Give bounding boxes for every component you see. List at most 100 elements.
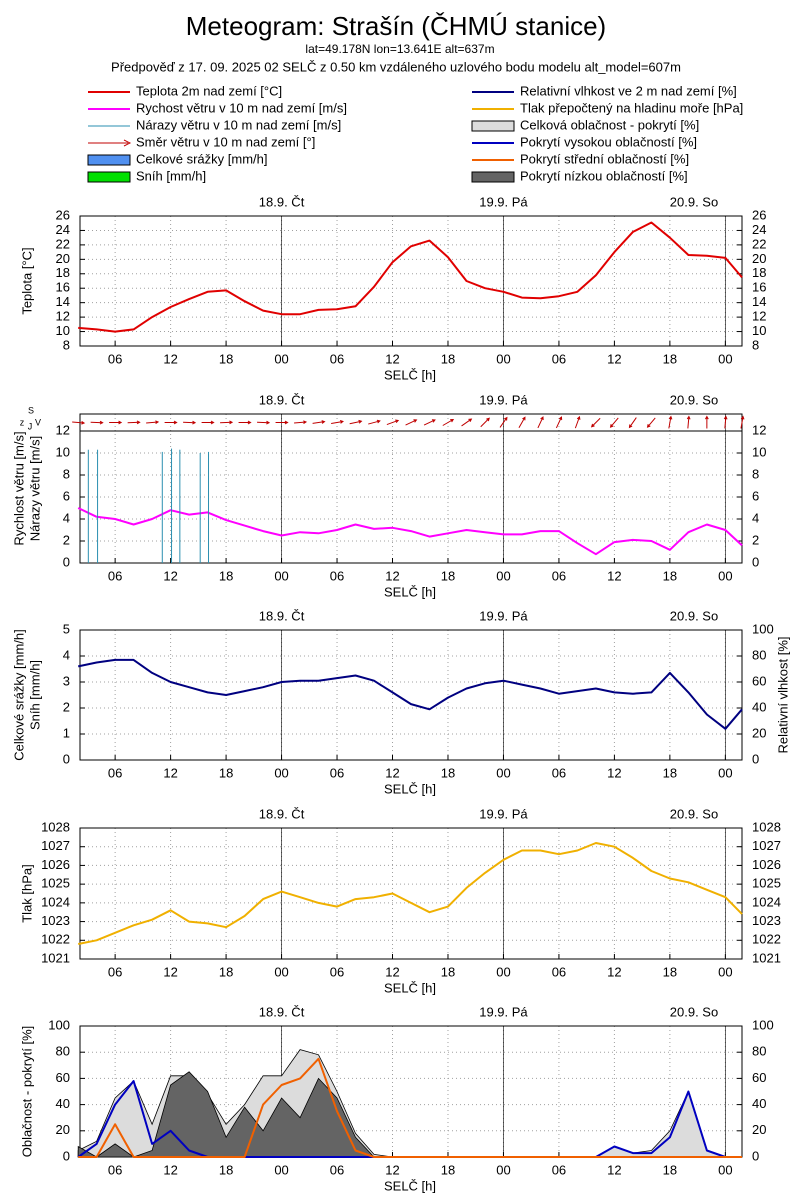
x-tick-label: 12 — [607, 765, 621, 780]
y-tick-label: 12 — [56, 309, 70, 324]
x-tick-label: 06 — [330, 964, 344, 979]
y-tick-label: 2 — [63, 532, 70, 547]
y-axis-label: Sníh [mm/h] — [27, 660, 42, 730]
line — [77, 507, 743, 556]
x-tick-label: 12 — [385, 1162, 399, 1177]
subtitle: lat=49.178N lon=13.641E alt=637m — [305, 42, 494, 56]
y-tick-label: 1025 — [41, 876, 70, 891]
x-tick-label: 06 — [552, 1162, 566, 1177]
wind-arrow — [555, 416, 563, 429]
y2-tick-label: 60 — [752, 673, 766, 688]
wind-arrow — [294, 420, 308, 425]
wind-arrow — [442, 418, 455, 426]
day-label: 20.9. So — [670, 1004, 718, 1019]
day-label: 19.9. Pá — [479, 392, 528, 407]
day-label: 20.9. So — [670, 194, 718, 209]
day-label: 20.9. So — [670, 806, 718, 821]
y2-tick-label: 20 — [752, 251, 766, 266]
y-tick-label: 10 — [56, 444, 70, 459]
y2-tick-label: 80 — [752, 1044, 766, 1059]
x-tick-label: 06 — [108, 1162, 122, 1177]
wind-arrow — [499, 416, 508, 428]
wind-arrow — [127, 420, 141, 425]
y-tick-label: 1027 — [41, 838, 70, 853]
x-tick-label: 18 — [663, 351, 677, 366]
x-tick-label: 06 — [330, 765, 344, 780]
y-tick-label: 12 — [56, 422, 70, 437]
x-tick-label: 06 — [108, 765, 122, 780]
x-tick-label: 00 — [274, 351, 288, 366]
wind-arrow — [628, 417, 637, 429]
y2-tick-label: 60 — [752, 1070, 766, 1085]
wind-arrow — [331, 420, 344, 425]
panel: 06 12 18 00 06 12 18 00 06 12 18 00 18.9. Čt 19.9. Pá… — [19, 194, 766, 382]
x-tick-label: 00 — [718, 1162, 732, 1177]
wind-arrow — [312, 420, 326, 424]
legend-label: Pokrytí střední oblačností [%] — [520, 151, 689, 166]
x-tick-label: 18 — [441, 1162, 455, 1177]
y-tick-label: 20 — [56, 1122, 70, 1137]
wind-arrow — [238, 420, 252, 425]
wind-arrow — [686, 415, 691, 429]
x-tick-label: 06 — [108, 351, 122, 366]
y-tick-label: 1021 — [41, 950, 70, 965]
x-tick-label: 12 — [385, 765, 399, 780]
y2-tick-label: 80 — [752, 647, 766, 662]
x-axis-label: SELČ [h] — [384, 584, 436, 599]
x-tick-label: 00 — [496, 568, 510, 583]
x-tick-label: 06 — [330, 351, 344, 366]
y-tick-label: 4 — [63, 647, 70, 662]
y2-tick-label: 1025 — [752, 876, 781, 891]
y-tick-label: 60 — [56, 1070, 70, 1085]
x-tick-label: 06 — [552, 568, 566, 583]
x-tick-label: 12 — [607, 1162, 621, 1177]
legend-label: Celková oblačnost - pokrytí [%] — [520, 117, 699, 132]
x-axis-label: SELČ [h] — [384, 1178, 436, 1193]
wind-arrow — [90, 420, 104, 425]
y-tick-label: 8 — [63, 337, 70, 352]
wind-arrow — [275, 420, 289, 425]
x-tick-label: 06 — [330, 1162, 344, 1177]
wind-arrow — [609, 417, 619, 428]
wind-arrow — [646, 417, 656, 428]
x-tick-label: 18 — [441, 765, 455, 780]
y-axis-label: Nárazy větru [m/s] — [27, 436, 42, 541]
y2-tick-label: 10 — [752, 323, 766, 338]
legend-swatch — [471, 171, 515, 183]
y2-tick-label: 0 — [752, 1148, 759, 1163]
y2-tick-label: 40 — [752, 699, 766, 714]
x-tick-label: 18 — [219, 765, 233, 780]
y2-tick-label: 22 — [752, 236, 766, 251]
y2-tick-label: 20 — [752, 725, 766, 740]
legend-label: Nárazy větru v 10 m nad zemí [m/s] — [136, 117, 341, 132]
y2-tick-label: 1027 — [752, 838, 781, 853]
compass-label: J — [28, 421, 33, 431]
day-label: 18.9. Čt — [259, 392, 305, 407]
y-tick-label: 18 — [56, 265, 70, 280]
line — [78, 842, 743, 945]
plot-frame — [79, 827, 743, 960]
x-tick-label: 12 — [163, 568, 177, 583]
y2-tick-label: 12 — [752, 422, 766, 437]
day-label: 20.9. So — [670, 392, 718, 407]
y2-tick-label: 8 — [752, 337, 759, 352]
y-axis-label: Oblačnost - pokrytí [%] — [19, 1026, 34, 1158]
line — [78, 1057, 742, 1158]
y-tick-label: 3 — [63, 673, 70, 688]
x-axis-label: SELČ [h] — [384, 781, 436, 796]
y2-tick-label: 6 — [752, 488, 759, 503]
x-tick-label: 12 — [385, 568, 399, 583]
x-tick-label: 06 — [108, 964, 122, 979]
y2-tick-label: 10 — [752, 444, 766, 459]
x-tick-label: 18 — [441, 351, 455, 366]
wind-arrow — [201, 420, 215, 425]
y2-tick-label: 40 — [752, 1096, 766, 1111]
y-tick-label: 8 — [63, 466, 70, 481]
y2-tick-label: 14 — [752, 294, 766, 309]
y2-tick-label: 0 — [752, 554, 759, 569]
wind-arrow — [480, 417, 490, 428]
legend-swatch — [87, 154, 131, 166]
y2-tick-label: 1021 — [752, 950, 781, 965]
wind-arrow — [423, 419, 436, 426]
y-tick-label: 24 — [56, 222, 70, 237]
